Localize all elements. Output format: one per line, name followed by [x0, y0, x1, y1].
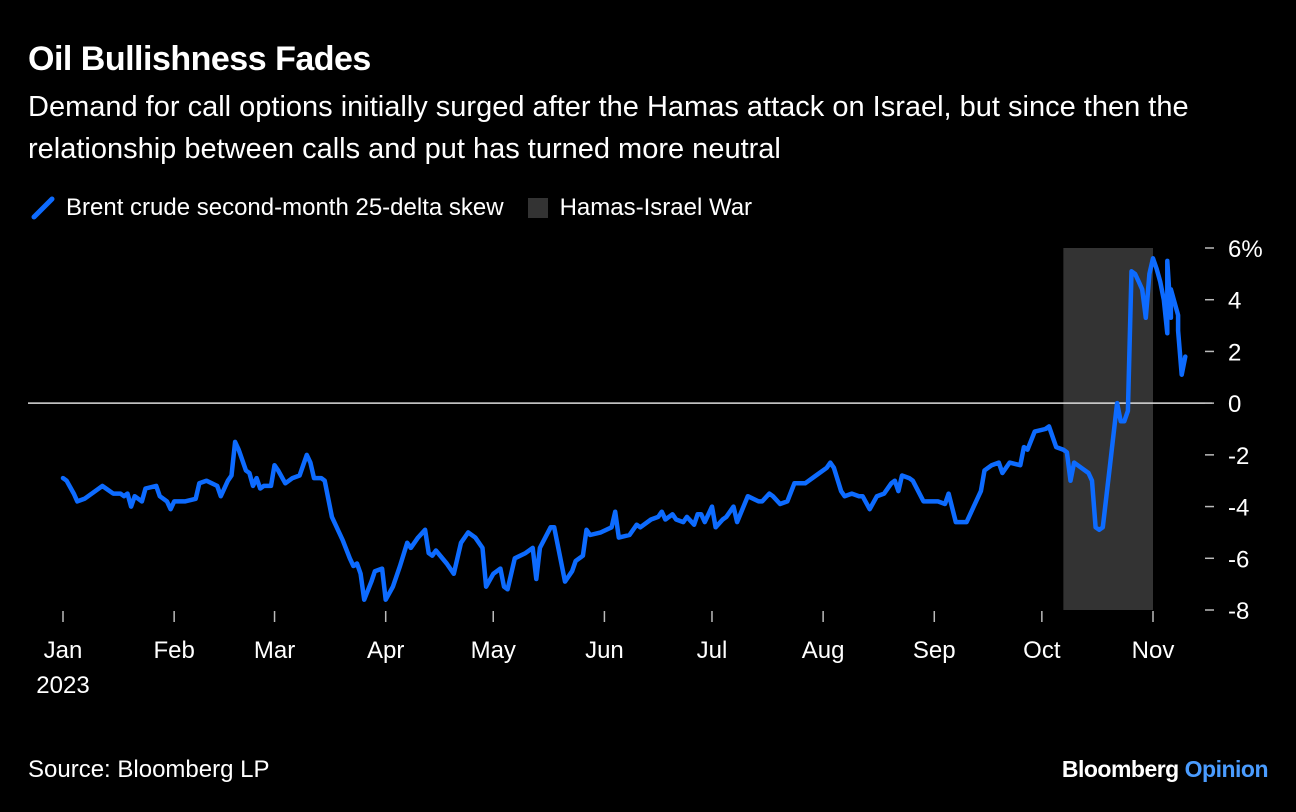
- chart-title: Oil Bullishness Fades: [28, 40, 371, 78]
- y-tick-label: -2: [1228, 443, 1249, 470]
- shaded-region: [1063, 248, 1153, 610]
- y-tick-label: 6%: [1228, 236, 1263, 263]
- chart-subtitle: Demand for call options initially surged…: [28, 91, 1189, 165]
- x-tick-label: Jun: [585, 637, 624, 664]
- legend: Brent crude second-month 25-delta skew H…: [30, 192, 776, 224]
- x-tick-label: Jul: [697, 637, 728, 664]
- x-tick-label: Nov: [1132, 637, 1175, 664]
- y-tick-label: -8: [1228, 598, 1249, 625]
- x-year-label: 2023: [36, 672, 89, 699]
- x-tick-label: Oct: [1023, 637, 1061, 664]
- y-tick-label: 0: [1228, 391, 1241, 418]
- x-tick-label: Sep: [913, 637, 956, 664]
- legend-item-skew: Brent crude second-month 25-delta skew: [30, 194, 504, 222]
- x-tick-label: Aug: [802, 637, 845, 664]
- y-tick-label: -4: [1228, 495, 1249, 522]
- x-tick-label: Apr: [367, 637, 404, 664]
- box-swatch-icon: [527, 198, 548, 218]
- brand-section: Opinion: [1184, 756, 1269, 782]
- series-line-skew: [60, 256, 1188, 602]
- y-tick-label: 4: [1228, 288, 1241, 315]
- line-chart: -8 -6 -4 -2 0 2 4 6% Jan Feb Mar Apr May Jun Jul Aug Sep…: [28, 236, 1263, 699]
- brand-logo: Bloomberg Opinion: [1061, 756, 1269, 783]
- legend-label-skew: Brent crude second-month 25-delta skew: [66, 194, 504, 221]
- x-tick-label: Feb: [153, 637, 194, 664]
- brand-name: Bloomberg: [1061, 756, 1179, 782]
- x-tick-label: May: [471, 637, 516, 664]
- legend-item-war: Hamas-Israel War: [527, 194, 753, 222]
- x-tick-label: Mar: [254, 637, 295, 664]
- x-tick-label: Jan: [44, 637, 83, 664]
- line-swatch-icon: [31, 196, 55, 220]
- legend-label-war: Hamas-Israel War: [559, 194, 753, 221]
- y-tick-label: 2: [1228, 339, 1241, 366]
- source-note: Source: Bloomberg LP: [28, 756, 270, 783]
- y-tick-label: -6: [1228, 546, 1249, 573]
